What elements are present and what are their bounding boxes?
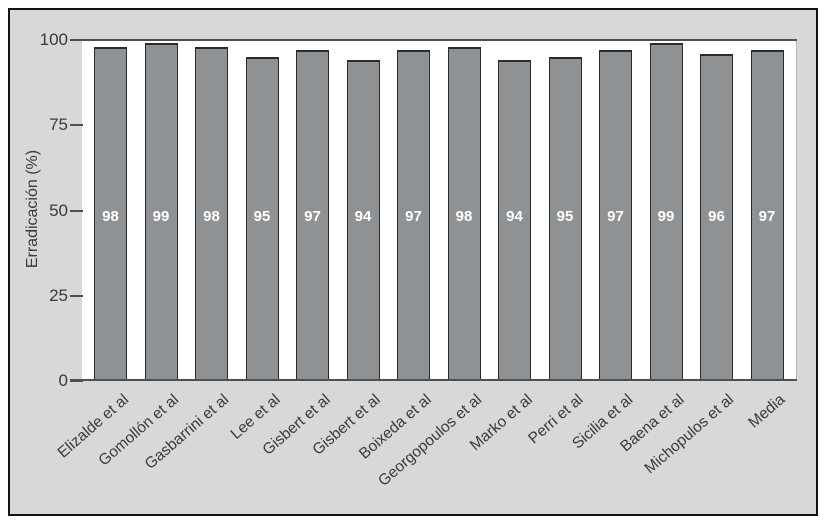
- y-axis-tick-label: 0: [58, 371, 68, 390]
- bar: [498, 60, 531, 381]
- bar: [296, 50, 329, 381]
- y-axis-tick-label: 50: [49, 200, 68, 220]
- bar-value-label: 98: [102, 208, 119, 225]
- bar-value-label: 97: [304, 208, 321, 225]
- bar-value-label: 97: [405, 208, 422, 225]
- bar-value-label: 98: [203, 208, 220, 225]
- y-axis-tick-label: 25: [49, 285, 68, 305]
- y-axis-tick: [70, 124, 83, 127]
- bar-value-label: 99: [657, 208, 675, 225]
- bar-value-label: 97: [607, 208, 624, 225]
- bar-value-label: 96: [708, 208, 725, 225]
- bar: [599, 50, 632, 381]
- y-axis-title: Erradicación (%): [24, 149, 41, 269]
- bar-value-label: 99: [152, 208, 170, 225]
- bar-value-label: 97: [758, 208, 776, 225]
- bar: [447, 46, 481, 381]
- bar: [548, 57, 582, 381]
- bar: [245, 57, 279, 381]
- y-axis-tick-label: 75: [49, 115, 68, 135]
- bar: [94, 46, 127, 381]
- y-axis-tick: [70, 209, 83, 212]
- x-axis-baseline: [70, 379, 797, 381]
- y-axis-topline-100: [70, 39, 797, 41]
- bar-value-label: 98: [455, 208, 473, 225]
- y-axis-tick: [70, 294, 83, 297]
- plot-area: [82, 40, 797, 381]
- bar: [700, 53, 733, 381]
- bar-value-label: 94: [506, 208, 523, 225]
- bar-value-label: 94: [354, 208, 372, 225]
- y-axis-tick-label: 100: [39, 30, 68, 49]
- bar: [649, 43, 683, 381]
- bar-value-label: 95: [556, 208, 574, 225]
- bar: [397, 50, 430, 381]
- y-axis-tick: [70, 380, 83, 382]
- bar-value-label: 95: [253, 208, 271, 225]
